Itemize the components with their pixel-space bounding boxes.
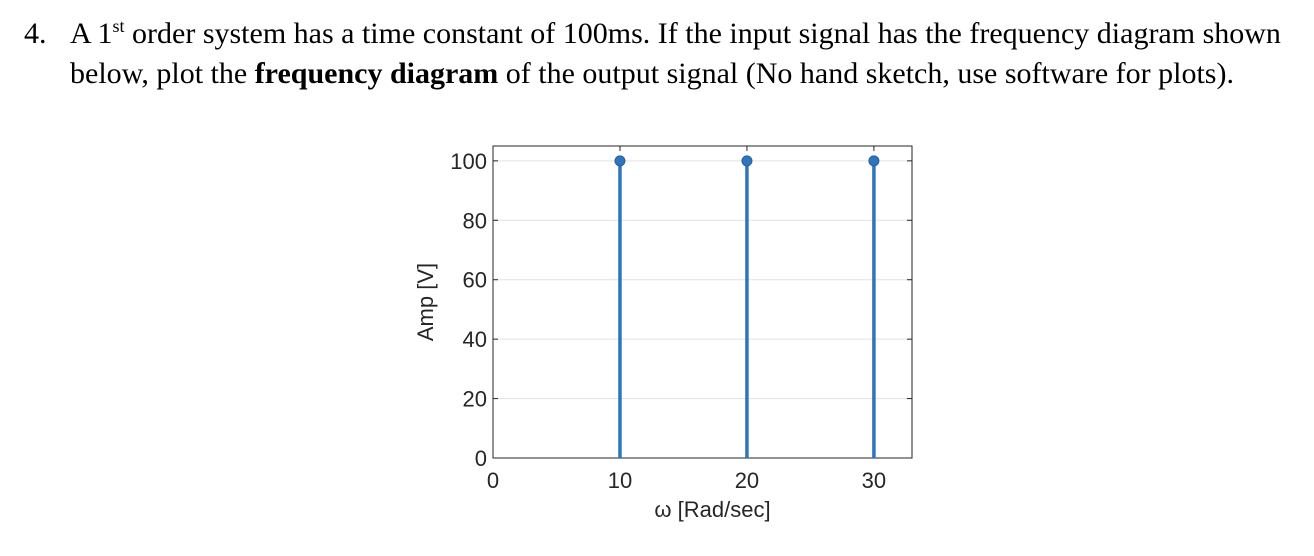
y-axis-label: Amp [V]: [413, 263, 438, 341]
x-tick-label: 20: [735, 468, 759, 493]
ordinal-superscript: st: [112, 16, 125, 36]
y-tick-label: 80: [463, 208, 487, 233]
y-tick-label: 100: [450, 149, 487, 174]
y-tick-label: 20: [463, 387, 487, 412]
question-text-part-1: A 1: [70, 17, 113, 50]
plot-area-box: [492, 145, 913, 459]
x-tick-label: 10: [608, 468, 632, 493]
question-text-part-3: of the output signal (No hand sketch, us…: [498, 57, 1234, 90]
x-tick-label: 0: [487, 468, 499, 493]
stem-marker: [868, 155, 880, 167]
y-tick-label: 60: [463, 268, 487, 293]
question-text-part-2: order system has a time constant of 100m…: [70, 17, 1281, 90]
bold-phrase: frequency diagram: [254, 57, 499, 90]
stem-series: [614, 155, 880, 458]
axis-ticks: 0 20 40 60 80 100 0 10 20 30: [450, 146, 912, 493]
stem-marker: [741, 155, 753, 167]
question-text: 4. A 1st order system has a time constan…: [24, 14, 1294, 94]
x-tick-label: 30: [862, 468, 886, 493]
stem-marker: [614, 155, 626, 167]
question-number: 4.: [24, 17, 47, 50]
question-body: A 1st order system has a time constant o…: [70, 14, 1294, 94]
y-tick-label: 0: [475, 446, 487, 471]
x-axis-label: ω [Rad/sec]: [654, 497, 770, 522]
y-tick-label: 40: [463, 327, 487, 352]
grid-lines: [493, 160, 912, 400]
